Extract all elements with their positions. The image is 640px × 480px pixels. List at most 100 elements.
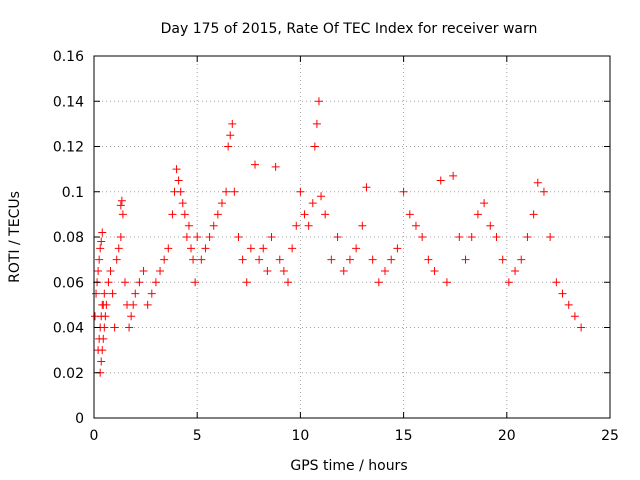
data-point-marker xyxy=(118,210,127,219)
x-tick-label: 0 xyxy=(90,428,99,444)
data-point-marker xyxy=(125,323,134,332)
data-point-marker xyxy=(234,233,243,241)
data-point-marker xyxy=(238,255,247,264)
data-point-marker xyxy=(96,244,105,253)
data-point-marker xyxy=(345,255,354,264)
data-point-marker xyxy=(110,323,119,332)
data-point-marker xyxy=(255,255,264,264)
data-point-marker xyxy=(114,244,123,253)
data-point-marker xyxy=(98,346,107,355)
y-tick-label: 0.02 xyxy=(53,366,84,382)
data-point-marker xyxy=(147,289,156,298)
data-point-marker xyxy=(358,221,367,230)
data-point-marker xyxy=(558,289,567,298)
data-point-marker xyxy=(104,278,113,287)
data-point-marker xyxy=(455,233,464,241)
data-point-marker xyxy=(176,187,185,196)
data-point-marker xyxy=(164,244,173,253)
data-point-marker xyxy=(112,255,121,264)
data-point-marker xyxy=(97,357,106,366)
data-point-marker xyxy=(213,210,222,219)
chart-title: Day 175 of 2015, Rate Of TEC Index for r… xyxy=(161,21,538,37)
data-point-marker xyxy=(172,165,181,174)
data-point-marker xyxy=(95,255,104,264)
data-point-marker xyxy=(486,221,495,230)
data-point-marker xyxy=(259,244,268,253)
data-point-marker xyxy=(308,199,317,208)
data-point-marker xyxy=(92,289,101,298)
grid-lines xyxy=(94,56,610,418)
data-point-marker xyxy=(178,199,187,208)
data-point-marker xyxy=(135,278,144,287)
data-point-marker xyxy=(498,255,507,264)
data-point-marker xyxy=(116,201,125,210)
data-point-marker xyxy=(312,119,321,128)
x-tick-label: 20 xyxy=(498,428,516,444)
data-point-marker xyxy=(222,187,231,196)
data-point-marker xyxy=(564,300,573,309)
y-axis-label: ROTI / TECUs xyxy=(7,191,23,283)
data-point-marker xyxy=(333,233,342,241)
data-point-marker xyxy=(271,162,280,171)
data-point-marker xyxy=(97,237,106,246)
data-point-marker xyxy=(523,233,532,241)
data-point-marker xyxy=(187,244,196,253)
data-point-marker xyxy=(217,199,226,208)
data-point-marker xyxy=(473,210,482,219)
data-point-marker xyxy=(492,233,501,241)
y-tick-label: 0.1 xyxy=(62,185,84,201)
data-point-marker xyxy=(129,300,138,309)
data-point-marker xyxy=(246,244,255,253)
data-point-marker xyxy=(284,278,293,287)
data-point-marker xyxy=(209,221,218,230)
data-point-marker xyxy=(182,233,191,241)
data-point-marker xyxy=(552,278,561,287)
data-point-marker xyxy=(189,255,198,264)
data-point-marker xyxy=(228,119,237,128)
data-point-marker xyxy=(442,278,451,287)
data-point-marker xyxy=(106,266,115,275)
data-point-marker xyxy=(533,178,542,187)
data-point-marker xyxy=(424,255,433,264)
data-point-marker xyxy=(517,255,526,264)
data-point-marker xyxy=(98,228,107,237)
data-point-marker xyxy=(180,210,189,219)
data-point-marker xyxy=(224,142,233,151)
data-point-marker xyxy=(321,210,330,219)
y-tick-label: 0.04 xyxy=(53,321,84,337)
data-point-marker xyxy=(327,255,336,264)
data-point-marker xyxy=(436,176,445,185)
data-point-marker xyxy=(267,233,276,241)
data-point-marker xyxy=(467,233,476,241)
data-point-marker xyxy=(120,278,129,287)
data-point-marker xyxy=(100,323,109,332)
x-tick-label: 15 xyxy=(395,428,413,444)
data-point-marker xyxy=(139,266,148,275)
data-point-marker xyxy=(539,187,548,196)
data-point-marker xyxy=(242,278,251,287)
data-point-marker xyxy=(288,244,297,253)
data-point-marker xyxy=(546,233,555,241)
data-point-marker xyxy=(275,255,284,264)
data-point-marker xyxy=(230,187,239,196)
data-point-marker xyxy=(184,221,193,230)
data-point-marker xyxy=(399,187,408,196)
plot-frame xyxy=(93,55,611,419)
x-tick-label: 5 xyxy=(193,428,202,444)
y-tick-label: 0.14 xyxy=(53,94,84,110)
data-point-marker xyxy=(461,255,470,264)
data-point-marker xyxy=(156,266,165,275)
data-point-marker xyxy=(393,244,402,253)
data-point-marker xyxy=(577,323,586,332)
data-point-marker xyxy=(117,196,126,205)
data-point-marker xyxy=(310,142,319,151)
data-point-marker xyxy=(314,97,323,106)
data-point-marker xyxy=(480,199,489,208)
y-tick-label: 0.08 xyxy=(53,230,84,246)
x-axis-label: GPS time / hours xyxy=(290,458,407,474)
data-point-marker xyxy=(411,221,420,230)
data-point-marker xyxy=(108,289,117,298)
data-point-marker xyxy=(430,266,439,275)
x-tick-label: 25 xyxy=(601,428,619,444)
data-point-marker xyxy=(102,300,111,309)
